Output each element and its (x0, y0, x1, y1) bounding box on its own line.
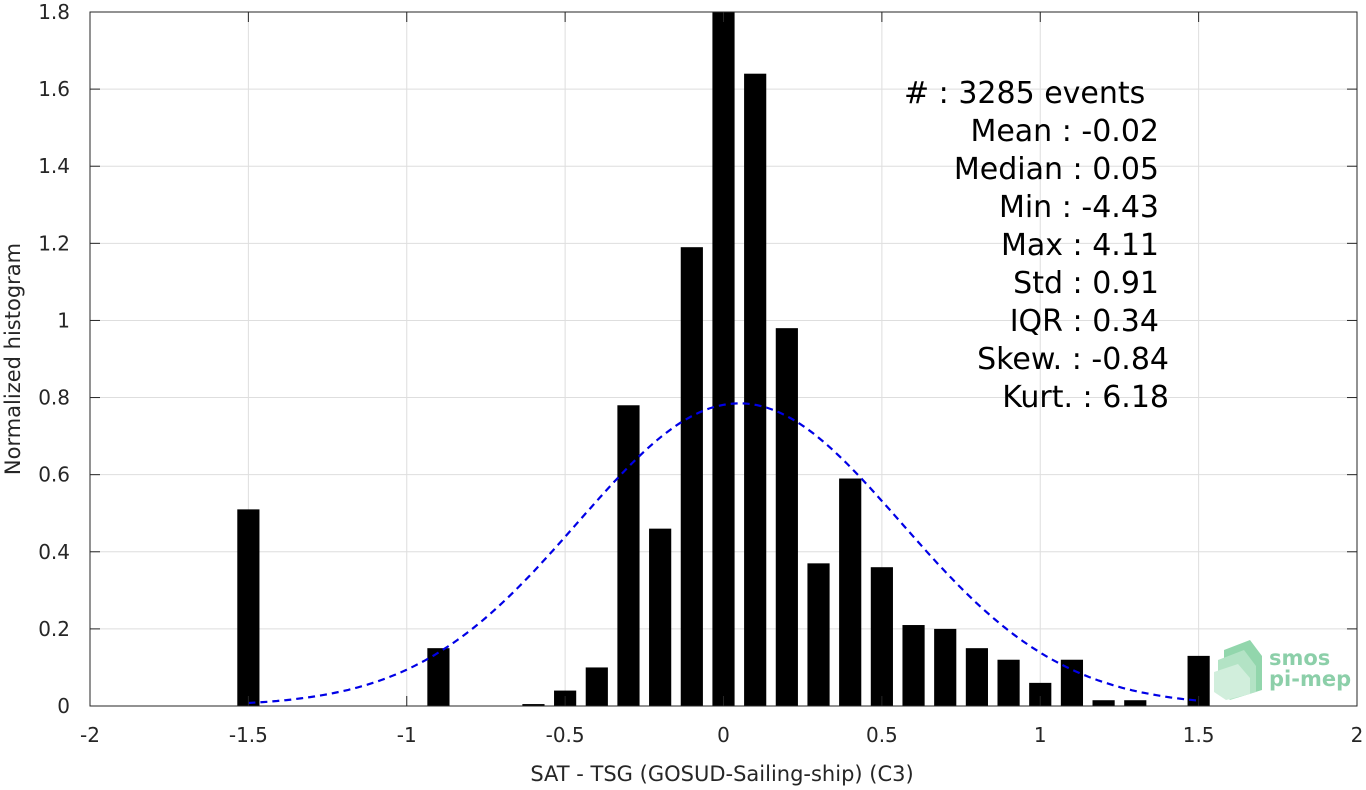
x-tick-label: 1 (1034, 723, 1047, 747)
stat-kurt: Kurt. : 6.18 (1002, 380, 1169, 415)
x-axis-ticks: -2 -1.5 -1 -0.5 0 0.5 1 1.5 2 (80, 12, 1363, 747)
histogram-bar (902, 625, 925, 706)
y-tick-label: 0.4 (38, 540, 70, 564)
x-tick-label: -2 (80, 723, 100, 747)
logo-text-line1: smos (1269, 646, 1330, 670)
histogram-bar (807, 563, 830, 706)
y-tick-label: 1.4 (38, 154, 70, 178)
histogram-bar (617, 405, 640, 706)
stat-skew: Skew. : -0.84 (977, 342, 1169, 377)
histogram-bar (1029, 682, 1052, 706)
y-tick-label: 1 (57, 308, 70, 332)
histogram-bar (427, 648, 450, 706)
histogram-bar (744, 73, 767, 706)
y-tick-label: 1.8 (38, 0, 70, 24)
y-tick-label: 0 (57, 694, 70, 718)
histogram-bar (839, 478, 862, 706)
histogram-bar (522, 704, 545, 706)
y-tick-label: 1.2 (38, 231, 70, 255)
histogram-bar (1124, 700, 1147, 706)
x-tick-label: -0.5 (546, 723, 585, 747)
logo-text-line2: pi-mep (1269, 667, 1351, 691)
x-tick-label: 0.5 (866, 723, 898, 747)
histogram-bar (649, 528, 672, 706)
histogram-bar (934, 628, 957, 706)
histogram-bar (712, 12, 735, 706)
logo-mark-icon (1214, 640, 1262, 700)
y-tick-label: 0.2 (38, 617, 70, 641)
histogram-bar (1092, 700, 1115, 706)
histogram-bar (965, 648, 988, 706)
x-tick-label: -1.5 (229, 723, 268, 747)
histogram-bar (237, 509, 260, 706)
y-tick-label: 0.6 (38, 463, 70, 487)
stat-min: Min : -4.43 (999, 190, 1159, 225)
histogram-bar (585, 667, 608, 706)
stat-max: Max : 4.11 (1001, 228, 1159, 263)
y-axis-label: Normalized histogram (1, 243, 25, 475)
x-tick-label: 2 (1351, 723, 1364, 747)
gaussian-fit-curve (248, 402, 1199, 705)
x-axis-label: SAT - TSG (GOSUD-Sailing-ship) (C3) (530, 762, 913, 786)
histogram-bar (680, 247, 703, 706)
smos-pimep-logo: smos pi-mep (1214, 640, 1351, 700)
statistics-box: # : 3285 events Mean : -0.02 Median : 0.… (904, 76, 1169, 415)
x-tick-label: 1.5 (1183, 723, 1215, 747)
x-tick-label: 0 (717, 723, 730, 747)
histogram-bar (1187, 655, 1210, 706)
y-tick-label: 1.6 (38, 77, 70, 101)
histogram-bar (870, 567, 893, 706)
stat-std: Std : 0.91 (1013, 266, 1159, 301)
stat-median: Median : 0.05 (954, 152, 1159, 187)
x-tick-label: -1 (397, 723, 417, 747)
y-axis-ticks: 0 0.2 0.4 0.6 0.8 1 1.2 1.4 1.6 1.8 (38, 0, 1357, 718)
stat-events: # : 3285 events (904, 76, 1145, 111)
stat-iqr: IQR : 0.34 (1010, 304, 1159, 339)
stat-mean: Mean : -0.02 (970, 114, 1159, 149)
y-tick-label: 0.8 (38, 386, 70, 410)
histogram-bar (997, 659, 1020, 706)
histogram-bar (775, 328, 798, 706)
